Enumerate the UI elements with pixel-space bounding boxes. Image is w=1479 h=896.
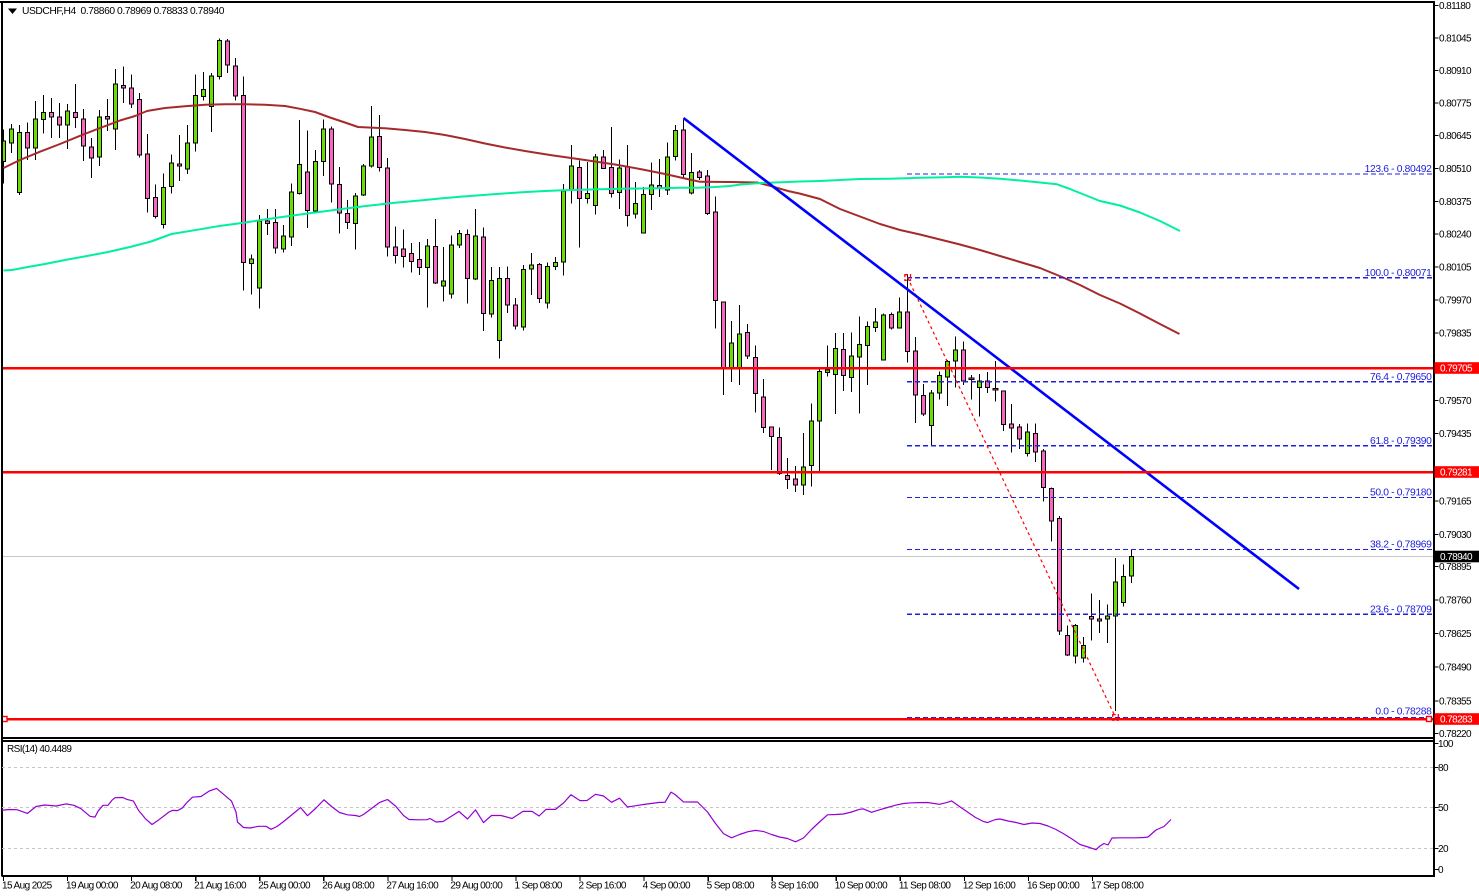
svg-text:0.78220: 0.78220 bbox=[1439, 729, 1472, 740]
svg-text:8 Sep 16:00: 8 Sep 16:00 bbox=[771, 881, 819, 892]
svg-text:0.79835: 0.79835 bbox=[1439, 329, 1472, 340]
svg-text:0.80105: 0.80105 bbox=[1439, 263, 1472, 274]
svg-text:50: 50 bbox=[1438, 803, 1449, 814]
svg-text:80: 80 bbox=[1438, 763, 1449, 774]
svg-text:61.8 - 0.79390: 61.8 - 0.79390 bbox=[1370, 436, 1432, 447]
svg-text:10 Sep 00:00: 10 Sep 00:00 bbox=[835, 881, 888, 892]
svg-text:0.80510: 0.80510 bbox=[1439, 164, 1472, 175]
svg-text:0.78355: 0.78355 bbox=[1439, 697, 1472, 708]
svg-text:123.6 - 0.80492: 123.6 - 0.80492 bbox=[1365, 164, 1433, 175]
svg-text:29 Aug 00:00: 29 Aug 00:00 bbox=[450, 881, 503, 892]
svg-text:0.80645: 0.80645 bbox=[1439, 131, 1472, 142]
svg-text:5 Sep 08:00: 5 Sep 08:00 bbox=[707, 881, 755, 892]
svg-text:0.79165: 0.79165 bbox=[1439, 497, 1472, 508]
svg-text:38.2 - 0.78969: 38.2 - 0.78969 bbox=[1370, 540, 1432, 551]
svg-text:0.80375: 0.80375 bbox=[1439, 197, 1472, 208]
svg-text:19 Aug 00:00: 19 Aug 00:00 bbox=[66, 881, 119, 892]
svg-text:17 Sep 08:00: 17 Sep 08:00 bbox=[1091, 881, 1144, 892]
svg-text:2 Sep 16:00: 2 Sep 16:00 bbox=[579, 881, 627, 892]
svg-text:11 Sep 08:00: 11 Sep 08:00 bbox=[899, 881, 952, 892]
svg-text:0.81180: 0.81180 bbox=[1439, 1, 1471, 12]
svg-text:0.78895: 0.78895 bbox=[1439, 562, 1472, 573]
svg-text:76.4 - 0.79650: 76.4 - 0.79650 bbox=[1370, 372, 1432, 383]
svg-text:0.81045: 0.81045 bbox=[1439, 33, 1472, 44]
svg-text:23.6 - 0.78709: 23.6 - 0.78709 bbox=[1370, 604, 1432, 615]
svg-text:0.78490: 0.78490 bbox=[1439, 663, 1472, 674]
svg-text:0.78283: 0.78283 bbox=[1440, 715, 1473, 726]
svg-text:0.79570: 0.79570 bbox=[1439, 396, 1472, 407]
svg-text:0.0 - 0.78288: 0.0 - 0.78288 bbox=[1375, 707, 1432, 718]
svg-text:0.79281: 0.79281 bbox=[1440, 468, 1473, 479]
svg-text:1 Sep 08:00: 1 Sep 08:00 bbox=[514, 881, 562, 892]
svg-text:0.80910: 0.80910 bbox=[1439, 66, 1472, 77]
svg-text:0.79705: 0.79705 bbox=[1440, 364, 1473, 375]
svg-text:16 Sep 00:00: 16 Sep 00:00 bbox=[1027, 881, 1080, 892]
svg-text:50.0 - 0.79180: 50.0 - 0.79180 bbox=[1370, 488, 1432, 499]
svg-text:0.80240: 0.80240 bbox=[1439, 230, 1472, 241]
svg-text:25 Aug 00:00: 25 Aug 00:00 bbox=[258, 881, 311, 892]
svg-text:0.78760: 0.78760 bbox=[1439, 596, 1472, 607]
svg-text:USDCHF,H4 0.78860 0.78969 0.7: USDCHF,H4 0.78860 0.78969 0.78833 0.7894… bbox=[22, 6, 225, 17]
svg-text:0.79970: 0.79970 bbox=[1439, 296, 1472, 307]
svg-text:0.79435: 0.79435 bbox=[1439, 429, 1472, 440]
svg-text:20 Aug 08:00: 20 Aug 08:00 bbox=[130, 881, 183, 892]
svg-text:0.80775: 0.80775 bbox=[1439, 99, 1472, 110]
svg-text:27 Aug 16:00: 27 Aug 16:00 bbox=[386, 881, 439, 892]
svg-text:21 Aug 16:00: 21 Aug 16:00 bbox=[194, 881, 247, 892]
svg-text:4 Sep 00:00: 4 Sep 00:00 bbox=[643, 881, 691, 892]
svg-text:0.78625: 0.78625 bbox=[1439, 629, 1472, 640]
svg-text:0.78940: 0.78940 bbox=[1440, 552, 1473, 563]
svg-text:RSI(14) 40.4489: RSI(14) 40.4489 bbox=[7, 744, 72, 755]
svg-text:20: 20 bbox=[1438, 844, 1449, 855]
svg-text:100: 100 bbox=[1438, 739, 1454, 750]
svg-text:26 Aug 08:00: 26 Aug 08:00 bbox=[322, 881, 375, 892]
svg-text:15 Aug 2025: 15 Aug 2025 bbox=[2, 881, 53, 892]
svg-text:100.0 - 0.80071: 100.0 - 0.80071 bbox=[1365, 268, 1433, 279]
svg-text:0.79030: 0.79030 bbox=[1439, 530, 1472, 541]
svg-text:12 Sep 16:00: 12 Sep 16:00 bbox=[963, 881, 1016, 892]
svg-text:0: 0 bbox=[1438, 865, 1444, 876]
